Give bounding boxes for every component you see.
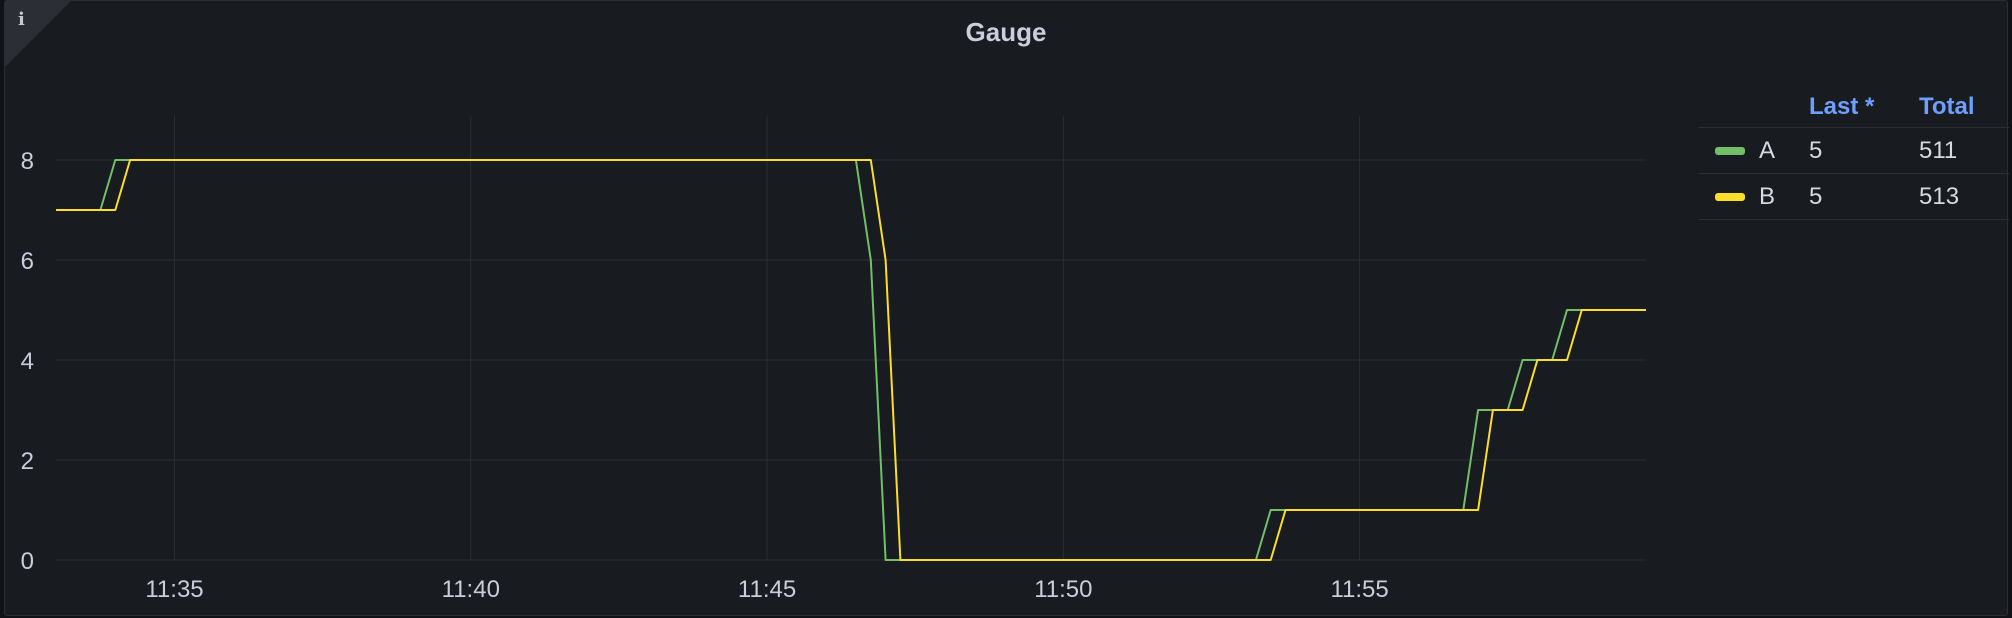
legend-swatch-a (1715, 147, 1745, 155)
x-tick-label-1155: 11:55 (1330, 576, 1388, 603)
legend-header-total[interactable]: Total (1919, 93, 1975, 120)
gauge-panel: i Gauge Last * Total A 5 511 B 5 513 (4, 0, 2009, 616)
legend-header: Last * Total (1699, 89, 2009, 127)
y-tick-label-8: 8 (21, 148, 34, 175)
legend-name-a: A (1759, 137, 1776, 164)
legend-row-b[interactable]: B 5 513 (1699, 173, 2009, 220)
info-corner[interactable] (5, 1, 71, 67)
y-tick-label-2: 2 (21, 448, 34, 475)
legend-last-a: 5 (1809, 137, 1823, 164)
series-line-b (56, 159, 1646, 561)
legend-swatch-b (1715, 193, 1745, 201)
legend-total-a: 511 (1919, 137, 1958, 164)
y-tick-label-6: 6 (21, 248, 34, 275)
y-tick-label-0: 0 (21, 548, 34, 575)
legend-total-b: 513 (1919, 183, 1960, 210)
x-tick-label-1135: 11:35 (145, 576, 203, 603)
legend-last-b: 5 (1809, 183, 1823, 210)
legend-row-a[interactable]: A 5 511 (1699, 127, 2009, 173)
legend-header-last[interactable]: Last * (1809, 93, 1875, 120)
x-tick-label-1150: 11:50 (1034, 576, 1092, 603)
legend-table: Last * Total A 5 511 B 5 513 (1699, 89, 2009, 220)
x-tick-label-1145: 11:45 (738, 576, 796, 603)
info-icon[interactable]: i (18, 9, 25, 30)
legend-name-b: B (1759, 183, 1776, 210)
x-tick-label-1140: 11:40 (442, 576, 500, 603)
panel-title: Gauge (965, 17, 1047, 47)
y-tick-label-4: 4 (21, 348, 34, 375)
